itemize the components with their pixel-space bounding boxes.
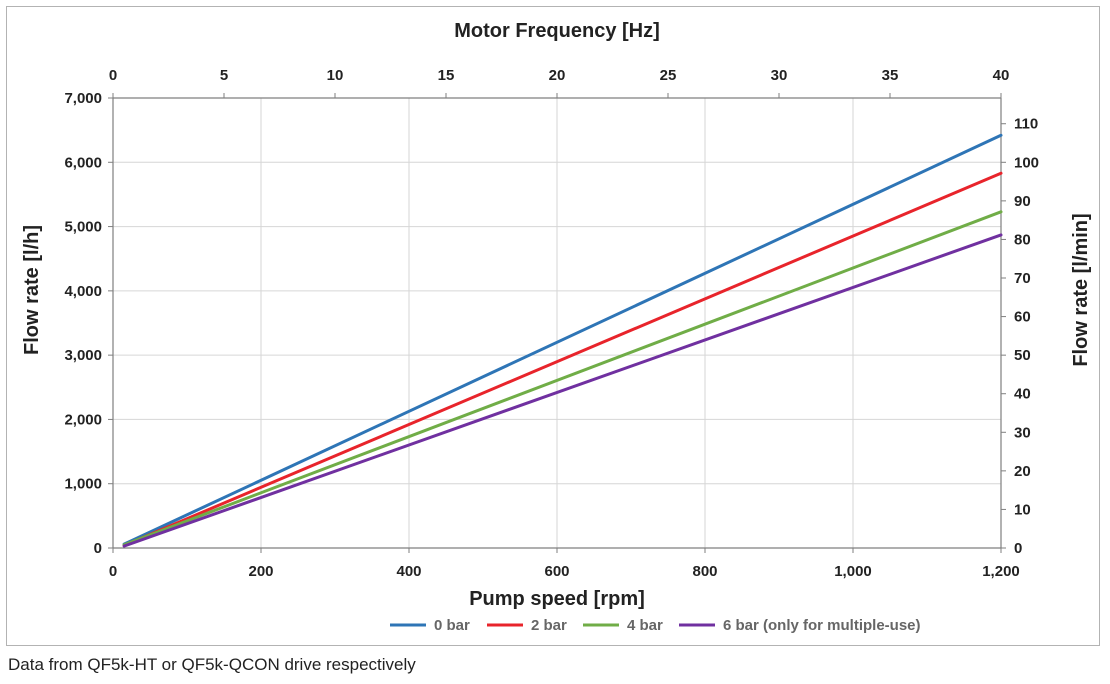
grid bbox=[113, 97, 1002, 548]
x-tick-label: 400 bbox=[396, 563, 421, 580]
x-tick-label: 600 bbox=[544, 563, 569, 580]
x-tick-label: 800 bbox=[692, 563, 717, 580]
x2-tick-label: 35 bbox=[882, 67, 899, 84]
y-tick-label: 0 bbox=[94, 540, 102, 557]
y-tick-label: 5,000 bbox=[64, 219, 102, 236]
y2-tick-label: 30 bbox=[1014, 424, 1031, 441]
bottom-axis-title: Pump speed [rpm] bbox=[469, 588, 645, 610]
legend-label: 6 bar (only for multiple-use) bbox=[723, 617, 921, 634]
y-tick-label: 1,000 bbox=[64, 476, 102, 493]
y-tick-label: 2,000 bbox=[64, 411, 102, 428]
y2-tick-label: 60 bbox=[1014, 309, 1031, 326]
y2-tick-label: 50 bbox=[1014, 347, 1031, 364]
x2-tick-label: 25 bbox=[660, 67, 677, 84]
x2-tick-label: 40 bbox=[993, 67, 1010, 84]
series-line-6-bar bbox=[122, 233, 1003, 548]
chart-frame bbox=[6, 6, 1100, 646]
legend-label: 4 bar bbox=[627, 617, 663, 634]
y-tick-label: 7,000 bbox=[64, 90, 102, 107]
x-tick-label: 0 bbox=[109, 563, 117, 580]
left-axis-title: Flow rate [l/h] bbox=[21, 225, 43, 355]
legend-label: 0 bar bbox=[434, 617, 470, 634]
y-tick-label: 6,000 bbox=[64, 154, 102, 171]
x-tick-label: 200 bbox=[248, 563, 273, 580]
y2-tick-label: 0 bbox=[1014, 540, 1022, 557]
y-tick-label: 3,000 bbox=[64, 347, 102, 364]
series-line-2-bar bbox=[122, 171, 1003, 547]
y2-tick-label: 40 bbox=[1014, 386, 1031, 403]
series-line-4-bar bbox=[122, 210, 1003, 547]
series-lines bbox=[122, 133, 1003, 548]
x-tick-label: 1,000 bbox=[834, 563, 872, 580]
series-line-0-bar bbox=[122, 133, 1003, 546]
footnote: Data from QF5k-HT or QF5k-QCON drive res… bbox=[8, 655, 416, 674]
x2-tick-label: 15 bbox=[438, 67, 455, 84]
y2-tick-label: 70 bbox=[1014, 270, 1031, 287]
top-axis-title: Motor Frequency [Hz] bbox=[454, 20, 660, 42]
y2-tick-label: 90 bbox=[1014, 193, 1031, 210]
x2-tick-label: 5 bbox=[220, 67, 228, 84]
y2-tick-label: 100 bbox=[1014, 154, 1039, 171]
y2-tick-label: 80 bbox=[1014, 231, 1031, 248]
x2-tick-label: 0 bbox=[109, 67, 117, 84]
x2-tick-label: 20 bbox=[549, 67, 566, 84]
legend: 0 bar 2 bar 4 bar 6 bar (only for multiple-… bbox=[390, 617, 921, 634]
x2-tick-label: 30 bbox=[771, 67, 788, 84]
y2-tick-label: 10 bbox=[1014, 501, 1031, 518]
y-tick-label: 4,000 bbox=[64, 283, 102, 300]
y2-tick-label: 110 bbox=[1014, 116, 1038, 133]
right-axis-title: Flow rate [l/min] bbox=[1070, 213, 1092, 366]
x2-tick-label: 10 bbox=[327, 67, 344, 84]
legend-label: 2 bar bbox=[531, 617, 567, 634]
x-tick-label: 1,200 bbox=[982, 563, 1020, 580]
y2-tick-label: 20 bbox=[1014, 463, 1031, 480]
